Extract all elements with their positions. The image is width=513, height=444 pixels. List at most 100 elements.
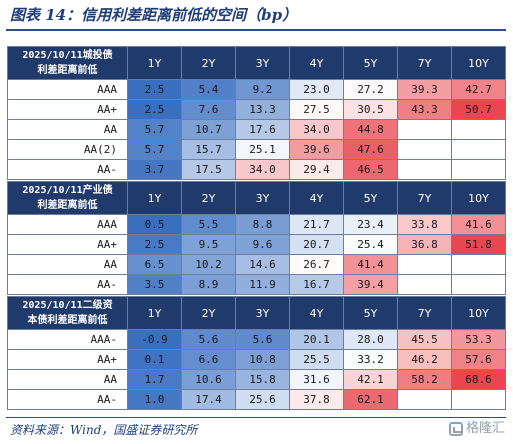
table-row: AAA 0.5 5.5 8.8 21.7 23.4 33.8 41.6 <box>7 214 506 235</box>
rating-label: AAA- <box>7 329 128 350</box>
table-row: AA 1.7 10.6 15.8 31.6 42.1 58.2 68.6 <box>7 369 506 390</box>
spread-cell: 43.3 <box>397 99 452 120</box>
spread-cell: 41.6 <box>451 214 506 235</box>
spread-cell: 0.1 <box>127 349 182 370</box>
spread-cell: 58.2 <box>397 369 452 390</box>
spread-cell: 34.0 <box>235 159 290 180</box>
spread-cell: 33.8 <box>397 214 452 235</box>
spread-cell: 8.8 <box>235 214 290 235</box>
spread-cell: 7.6 <box>181 99 236 120</box>
table-label-line2: 利差距离前低 <box>37 65 98 76</box>
table-label: 2025/10/11二级资 本债利差距离前低 <box>7 296 128 330</box>
spread-cell: 11.9 <box>235 274 290 295</box>
table-row: AA 6.5 10.2 14.6 26.7 41.4 <box>7 254 506 275</box>
spread-cell: 34.0 <box>289 119 344 140</box>
rating-label: AAA <box>7 214 128 235</box>
spread-cell <box>397 159 452 180</box>
table-label: 2025/10/11城投债 利差距离前低 <box>7 46 128 80</box>
spread-cell <box>451 389 506 410</box>
spread-cell: 8.9 <box>181 274 236 295</box>
spread-cell: 29.4 <box>289 159 344 180</box>
spread-cell: 9.2 <box>235 79 290 100</box>
spread-table-2: 2025/10/11产业债 利差距离前低 1Y 2Y 3Y 4Y 5Y 7Y 10Y AAA 0.5… <box>7 181 506 295</box>
table-label-line1: 2025/10/11产业债 <box>22 185 113 196</box>
rating-label: AA+ <box>7 349 128 370</box>
spread-cell: 5.6 <box>181 329 236 350</box>
spread-cell: 39.3 <box>397 79 452 100</box>
spread-cell: 2.5 <box>127 234 182 255</box>
spread-cell: 15.8 <box>235 369 290 390</box>
tenor-header: 1Y <box>127 296 182 330</box>
table-row: AA- 1.0 17.4 25.6 37.8 62.1 <box>7 389 506 410</box>
spread-cell: 25.6 <box>235 389 290 410</box>
spread-cell: 47.6 <box>343 139 398 160</box>
table-row: AA- 3.7 17.5 34.0 29.4 46.5 <box>7 159 506 180</box>
spread-table-3: 2025/10/11二级资 本债利差距离前低 1Y 2Y 3Y 4Y 5Y 7Y 10Y AAA-… <box>7 296 506 410</box>
spread-cell: 15.7 <box>181 139 236 160</box>
spread-cell: 17.5 <box>181 159 236 180</box>
tenor-header: 4Y <box>289 296 344 330</box>
spread-cell: -0.9 <box>127 329 182 350</box>
spread-cell: 25.1 <box>235 139 290 160</box>
spread-cell: 6.5 <box>127 254 182 275</box>
spread-cell: 1.7 <box>127 369 182 390</box>
spread-cell <box>397 139 452 160</box>
table-label-line2: 本债利差距离前低 <box>27 315 108 326</box>
rating-label: AA- <box>7 159 128 180</box>
spread-cell: 44.8 <box>343 119 398 140</box>
rating-label: AA <box>7 254 128 275</box>
spread-cell: 20.7 <box>289 234 344 255</box>
spread-cell: 26.7 <box>289 254 344 275</box>
tenor-header: 4Y <box>289 181 344 215</box>
rating-label: AA+ <box>7 99 128 120</box>
tenor-header: 5Y <box>343 296 398 330</box>
spread-cell: 23.4 <box>343 214 398 235</box>
spread-cell: 10.6 <box>181 369 236 390</box>
tenor-header: 7Y <box>397 296 452 330</box>
spread-cell <box>451 274 506 295</box>
source-note: 资料来源：Wind，国盛证券研究所 <box>10 423 198 437</box>
spread-cell: 68.6 <box>451 369 506 390</box>
rating-label: AA <box>7 119 128 140</box>
table-row: AA+ 0.1 6.6 10.8 25.5 33.2 46.2 57.6 <box>7 349 506 370</box>
spread-cell: 30.5 <box>343 99 398 120</box>
spread-cell: 17.4 <box>181 389 236 410</box>
spread-cell: 9.5 <box>181 234 236 255</box>
tenor-header: 5Y <box>343 181 398 215</box>
table-label-line1: 2025/10/11城投债 <box>22 50 113 61</box>
table-row: AA+ 2.5 9.5 9.6 20.7 25.4 36.8 51.8 <box>7 234 506 255</box>
tenor-header: 5Y <box>343 46 398 80</box>
spread-cell: 23.0 <box>289 79 344 100</box>
spread-cell: 45.5 <box>397 329 452 350</box>
rating-label: AA <box>7 369 128 390</box>
spread-cell: 0.5 <box>127 214 182 235</box>
spread-cell: 25.5 <box>289 349 344 370</box>
tenor-header: 7Y <box>397 181 452 215</box>
spread-cell <box>397 274 452 295</box>
spread-cell: 16.7 <box>289 274 344 295</box>
spread-cell <box>397 389 452 410</box>
spread-cell: 25.4 <box>343 234 398 255</box>
spread-cell: 62.1 <box>343 389 398 410</box>
spread-cell: 3.7 <box>127 159 182 180</box>
spread-cell: 5.5 <box>181 214 236 235</box>
tenor-header: 10Y <box>451 46 506 80</box>
spread-cell: 3.5 <box>127 274 182 295</box>
spread-cell <box>451 254 506 275</box>
spread-cell: 53.3 <box>451 329 506 350</box>
spread-cell <box>451 159 506 180</box>
spread-cell <box>451 119 506 140</box>
spread-cell: 41.4 <box>343 254 398 275</box>
tenor-header: 2Y <box>181 296 236 330</box>
spread-cell: 5.7 <box>127 119 182 140</box>
tenor-header: 3Y <box>235 181 290 215</box>
spread-cell: 50.7 <box>451 99 506 120</box>
spread-cell: 57.6 <box>451 349 506 370</box>
spread-cell: 6.6 <box>181 349 236 370</box>
table-label-line2: 利差距离前低 <box>37 200 98 211</box>
spread-cell: 39.4 <box>343 274 398 295</box>
rating-label: AA- <box>7 389 128 410</box>
spread-cell: 39.6 <box>289 139 344 160</box>
spread-cell: 5.4 <box>181 79 236 100</box>
tenor-header: 3Y <box>235 296 290 330</box>
